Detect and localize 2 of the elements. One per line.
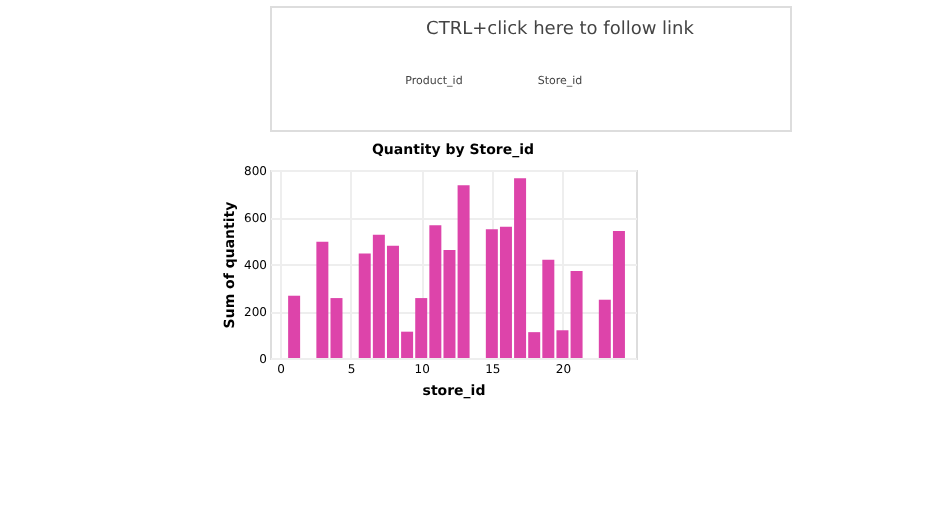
bar xyxy=(288,295,301,358)
text: CTRL+click here to follow link xyxy=(426,20,696,40)
